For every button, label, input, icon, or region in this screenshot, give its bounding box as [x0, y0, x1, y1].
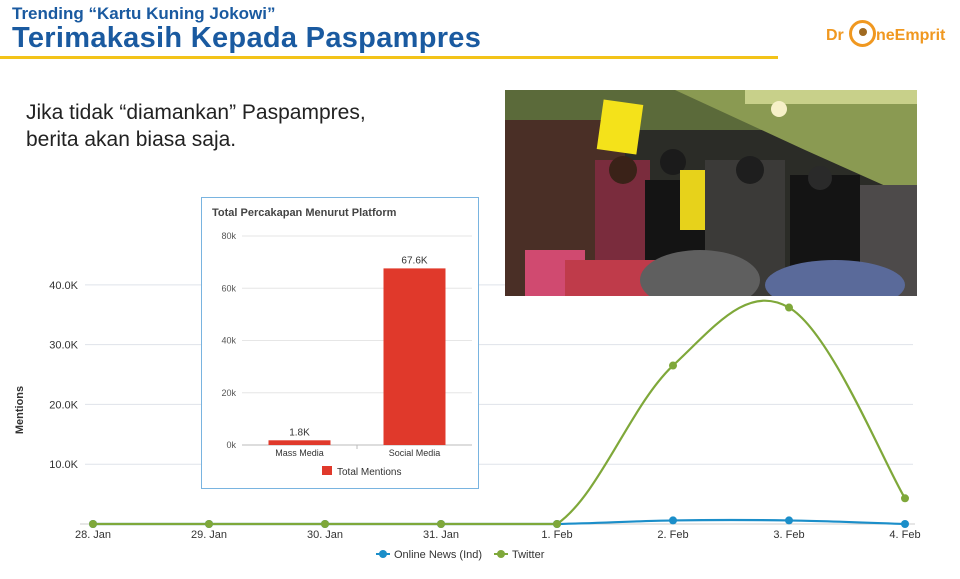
x-tick-label: 28. Jan	[75, 529, 111, 541]
drone-icon-center	[859, 28, 867, 36]
data-point-online-news[interactable]	[785, 516, 793, 525]
slide-subtitle: Trending “Kartu Kuning Jokowi”	[12, 4, 276, 23]
bar-legend-label[interactable]: Total Mentions	[337, 467, 401, 478]
x-tick-label: 29. Jan	[191, 529, 227, 541]
chart-legend: Online News (Ind) Twitter	[0, 544, 960, 564]
quote-line-2: berita akan biasa saja.	[26, 128, 237, 151]
bar-mass-media[interactable]	[268, 440, 331, 445]
bar-x-tick-label: Social Media	[389, 448, 441, 458]
data-point-twitter[interactable]	[669, 361, 677, 370]
data-point-twitter[interactable]	[901, 494, 909, 503]
bar-data-label: 67.6K	[401, 255, 427, 266]
bar-social-media[interactable]	[383, 268, 446, 445]
bar-y-tick-label: 20k	[221, 388, 236, 398]
crowd-photo	[505, 90, 917, 296]
platform-bar-chart: 0k 20k 40k 60k 80k Mass Media Social Media 1.…	[221, 231, 472, 478]
logo-text-right: neEmprit	[876, 27, 946, 44]
bar-x-tick-label: Mass Media	[275, 448, 324, 458]
x-tick-label: 4. Feb	[889, 529, 920, 541]
bar-data-label: 1.8K	[289, 427, 310, 438]
data-point-twitter[interactable]	[553, 520, 561, 528]
x-tick-label: 30. Jan	[307, 529, 343, 541]
logo-text-left: Dr	[826, 27, 844, 44]
legend-twitter-label[interactable]: Twitter	[512, 549, 545, 561]
data-point-twitter[interactable]	[321, 520, 329, 528]
x-tick-label: 2. Feb	[657, 529, 688, 541]
data-point-twitter[interactable]	[785, 303, 793, 312]
legend-online-news-marker	[379, 550, 387, 558]
drone-icon	[849, 20, 876, 47]
data-point-online-news[interactable]	[669, 516, 677, 525]
y-tick-label: 30.0K	[49, 340, 78, 352]
legend-online-news-label[interactable]: Online News (Ind)	[394, 549, 482, 561]
quote-text: Jika tidak “diamankan” Paspampres, berit…	[26, 99, 366, 153]
x-tick-label: 1. Feb	[541, 529, 572, 541]
legend-twitter-marker	[497, 550, 505, 558]
data-point-twitter[interactable]	[205, 520, 213, 528]
y-axis-label: Mentions	[14, 386, 26, 434]
drone-emprit-logo: Dr neEmprit	[826, 16, 956, 56]
x-tick-label: 3. Feb	[773, 529, 804, 541]
bar-chart-title: Total Percakapan Menurut Platform	[212, 207, 397, 219]
slide-title: Terimakasih Kepada Paspampres	[12, 22, 482, 54]
bar-y-tick-label: 40k	[221, 336, 236, 346]
title-underline	[0, 56, 778, 59]
y-tick-label: 40.0K	[49, 280, 78, 292]
y-tick-label: 10.0K	[49, 459, 78, 471]
data-point-twitter[interactable]	[437, 520, 445, 528]
data-point-online-news[interactable]	[901, 520, 909, 528]
x-tick-label: 31. Jan	[423, 529, 459, 541]
y-tick-label: 20.0K	[49, 399, 78, 411]
header: Trending “Kartu Kuning Jokowi” Terimakas…	[0, 0, 960, 62]
quote-line-1: Jika tidak “diamankan” Paspampres,	[26, 101, 366, 124]
bar-legend-marker	[322, 466, 332, 475]
bar-y-tick-label: 0k	[226, 440, 236, 450]
platform-bar-chart-panel: Total Percakapan Menurut Platform 0k 20k 4…	[201, 197, 479, 489]
bar-y-tick-label: 60k	[221, 283, 236, 293]
bar-y-tick-label: 80k	[221, 231, 236, 241]
data-point-twitter[interactable]	[89, 520, 97, 528]
